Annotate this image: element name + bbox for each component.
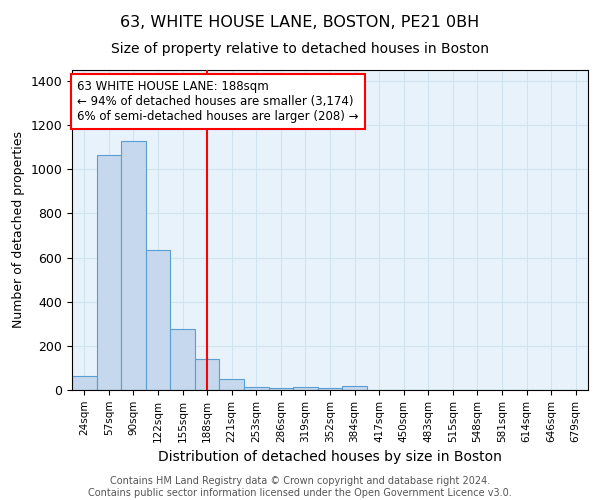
Bar — [72, 376, 97, 390]
Y-axis label: Number of detached properties: Number of detached properties — [12, 132, 25, 328]
Bar — [121, 140, 146, 390]
Bar — [318, 388, 342, 390]
Bar — [269, 388, 293, 390]
Bar — [220, 379, 244, 390]
Bar — [293, 386, 318, 390]
Bar — [244, 386, 269, 390]
Text: 63 WHITE HOUSE LANE: 188sqm
← 94% of detached houses are smaller (3,174)
6% of s: 63 WHITE HOUSE LANE: 188sqm ← 94% of det… — [77, 80, 359, 122]
Text: Contains HM Land Registry data © Crown copyright and database right 2024.
Contai: Contains HM Land Registry data © Crown c… — [88, 476, 512, 498]
Text: 63, WHITE HOUSE LANE, BOSTON, PE21 0BH: 63, WHITE HOUSE LANE, BOSTON, PE21 0BH — [121, 15, 479, 30]
Bar — [97, 155, 121, 390]
Bar — [195, 359, 220, 390]
Bar — [146, 250, 170, 390]
X-axis label: Distribution of detached houses by size in Boston: Distribution of detached houses by size … — [158, 450, 502, 464]
Bar — [342, 386, 367, 390]
Bar — [170, 330, 195, 390]
Text: Size of property relative to detached houses in Boston: Size of property relative to detached ho… — [111, 42, 489, 56]
